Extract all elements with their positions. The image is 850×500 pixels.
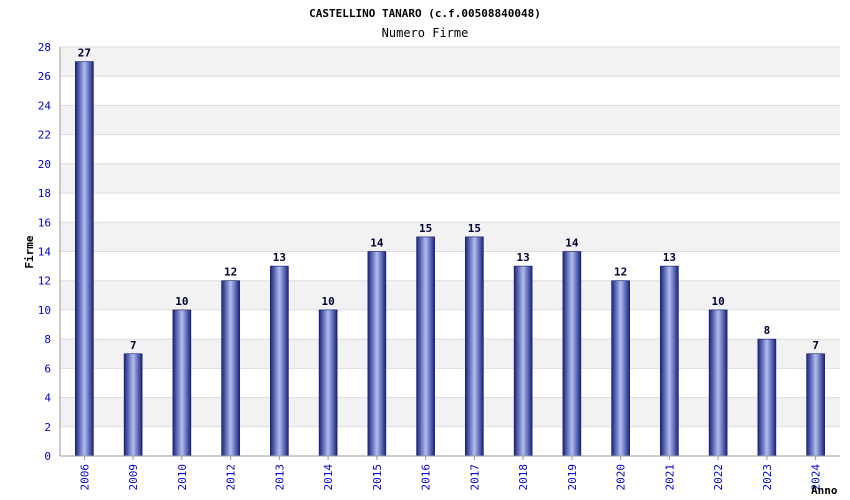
- data-label-2022: 10: [712, 295, 725, 308]
- grid-band: [60, 47, 840, 77]
- bar-2015: [367, 251, 387, 457]
- data-label-2023: 8: [764, 324, 771, 337]
- data-label-2018: 13: [517, 251, 530, 264]
- data-label-2013: 13: [273, 251, 286, 264]
- bar-2017: [465, 236, 484, 457]
- grid-band: [60, 76, 840, 106]
- x-tick-label-2014: 2014: [322, 464, 335, 491]
- x-tick-label-2021: 2021: [663, 464, 676, 491]
- y-tick-label: 2: [44, 421, 51, 434]
- bar-2006: [75, 61, 94, 457]
- data-label-2012: 12: [224, 266, 237, 279]
- y-tick-label: 18: [38, 187, 51, 200]
- y-tick-label: 20: [38, 158, 51, 171]
- x-tick-label-2009: 2009: [127, 464, 140, 491]
- bar-2009: [123, 353, 143, 457]
- x-tick-label-2023: 2023: [761, 464, 774, 491]
- y-tick-label: 16: [38, 216, 51, 229]
- x-tick-label-2019: 2019: [566, 464, 579, 491]
- x-tick-label-2010: 2010: [176, 464, 189, 491]
- x-tick-label-2018: 2018: [517, 464, 530, 491]
- y-tick-label: 8: [44, 333, 51, 346]
- bar-2018: [513, 265, 533, 457]
- bar-2022: [708, 309, 728, 457]
- grid-band: [60, 163, 840, 194]
- y-tick-label: 6: [44, 362, 51, 375]
- x-tick-label-2017: 2017: [468, 464, 481, 491]
- data-label-2020: 12: [614, 266, 627, 279]
- x-axis-title: Anno: [811, 484, 838, 497]
- data-label-2006: 27: [78, 47, 91, 60]
- bar-2021: [660, 265, 679, 457]
- grid-band: [60, 134, 840, 164]
- x-tick-label-2016: 2016: [420, 464, 433, 491]
- bar-2016: [416, 236, 435, 457]
- bar-2012: [221, 280, 240, 457]
- chart-title: CASTELLINO TANARO (c.f.00508840048): [309, 7, 541, 20]
- y-tick-label: 28: [38, 41, 51, 54]
- x-axis-ticks: 2006 2009 2010 2012 2013 2014 2015 2016 2017 2018…: [78, 456, 823, 491]
- data-label-2019: 14: [565, 237, 579, 250]
- bar-2010: [172, 309, 192, 457]
- y-tick-label: 10: [38, 304, 51, 317]
- data-label-2014: 10: [322, 295, 335, 308]
- x-tick-label-2024: 2024: [810, 464, 823, 491]
- chart-subtitle: Numero Firme: [382, 26, 469, 40]
- grid-band: [60, 105, 840, 135]
- bar-2024: [806, 353, 825, 457]
- bar-2020: [611, 280, 630, 457]
- bar-2013: [270, 265, 289, 457]
- data-label-2017: 15: [468, 222, 481, 235]
- bar-2019: [562, 251, 582, 457]
- y-tick-label: 12: [38, 275, 51, 288]
- y-tick-label: 26: [38, 70, 51, 83]
- grid-band: [60, 251, 840, 281]
- y-tick-label: 4: [44, 392, 51, 405]
- grid-band: [60, 222, 840, 252]
- y-tick-label: 0: [44, 450, 51, 463]
- y-axis-title: Firme: [23, 235, 36, 268]
- data-label-2009: 7: [130, 339, 137, 352]
- data-label-2024: 7: [812, 339, 819, 352]
- bars: [75, 61, 825, 457]
- x-tick-label-2012: 2012: [225, 464, 238, 491]
- x-tick-label-2022: 2022: [712, 464, 725, 491]
- bar-2023: [757, 338, 777, 457]
- grid-band: [60, 193, 840, 223]
- data-labels: 27 7 10 12 13 10 14 15 15 13 14 12 13 10 8 7: [78, 47, 819, 352]
- x-tick-label-2020: 2020: [615, 464, 628, 491]
- x-tick-label-2015: 2015: [371, 464, 384, 491]
- grid-band: [60, 280, 840, 310]
- data-label-2016: 15: [419, 222, 432, 235]
- x-tick-label-2006: 2006: [78, 464, 91, 491]
- data-label-2021: 13: [663, 251, 676, 264]
- y-tick-label: 24: [38, 99, 52, 112]
- x-tick-label-2013: 2013: [273, 464, 286, 491]
- data-label-2010: 10: [175, 295, 188, 308]
- data-label-2015: 14: [370, 237, 384, 250]
- y-tick-label: 14: [38, 246, 52, 259]
- bar-2014: [318, 309, 338, 457]
- y-tick-label: 22: [38, 129, 51, 142]
